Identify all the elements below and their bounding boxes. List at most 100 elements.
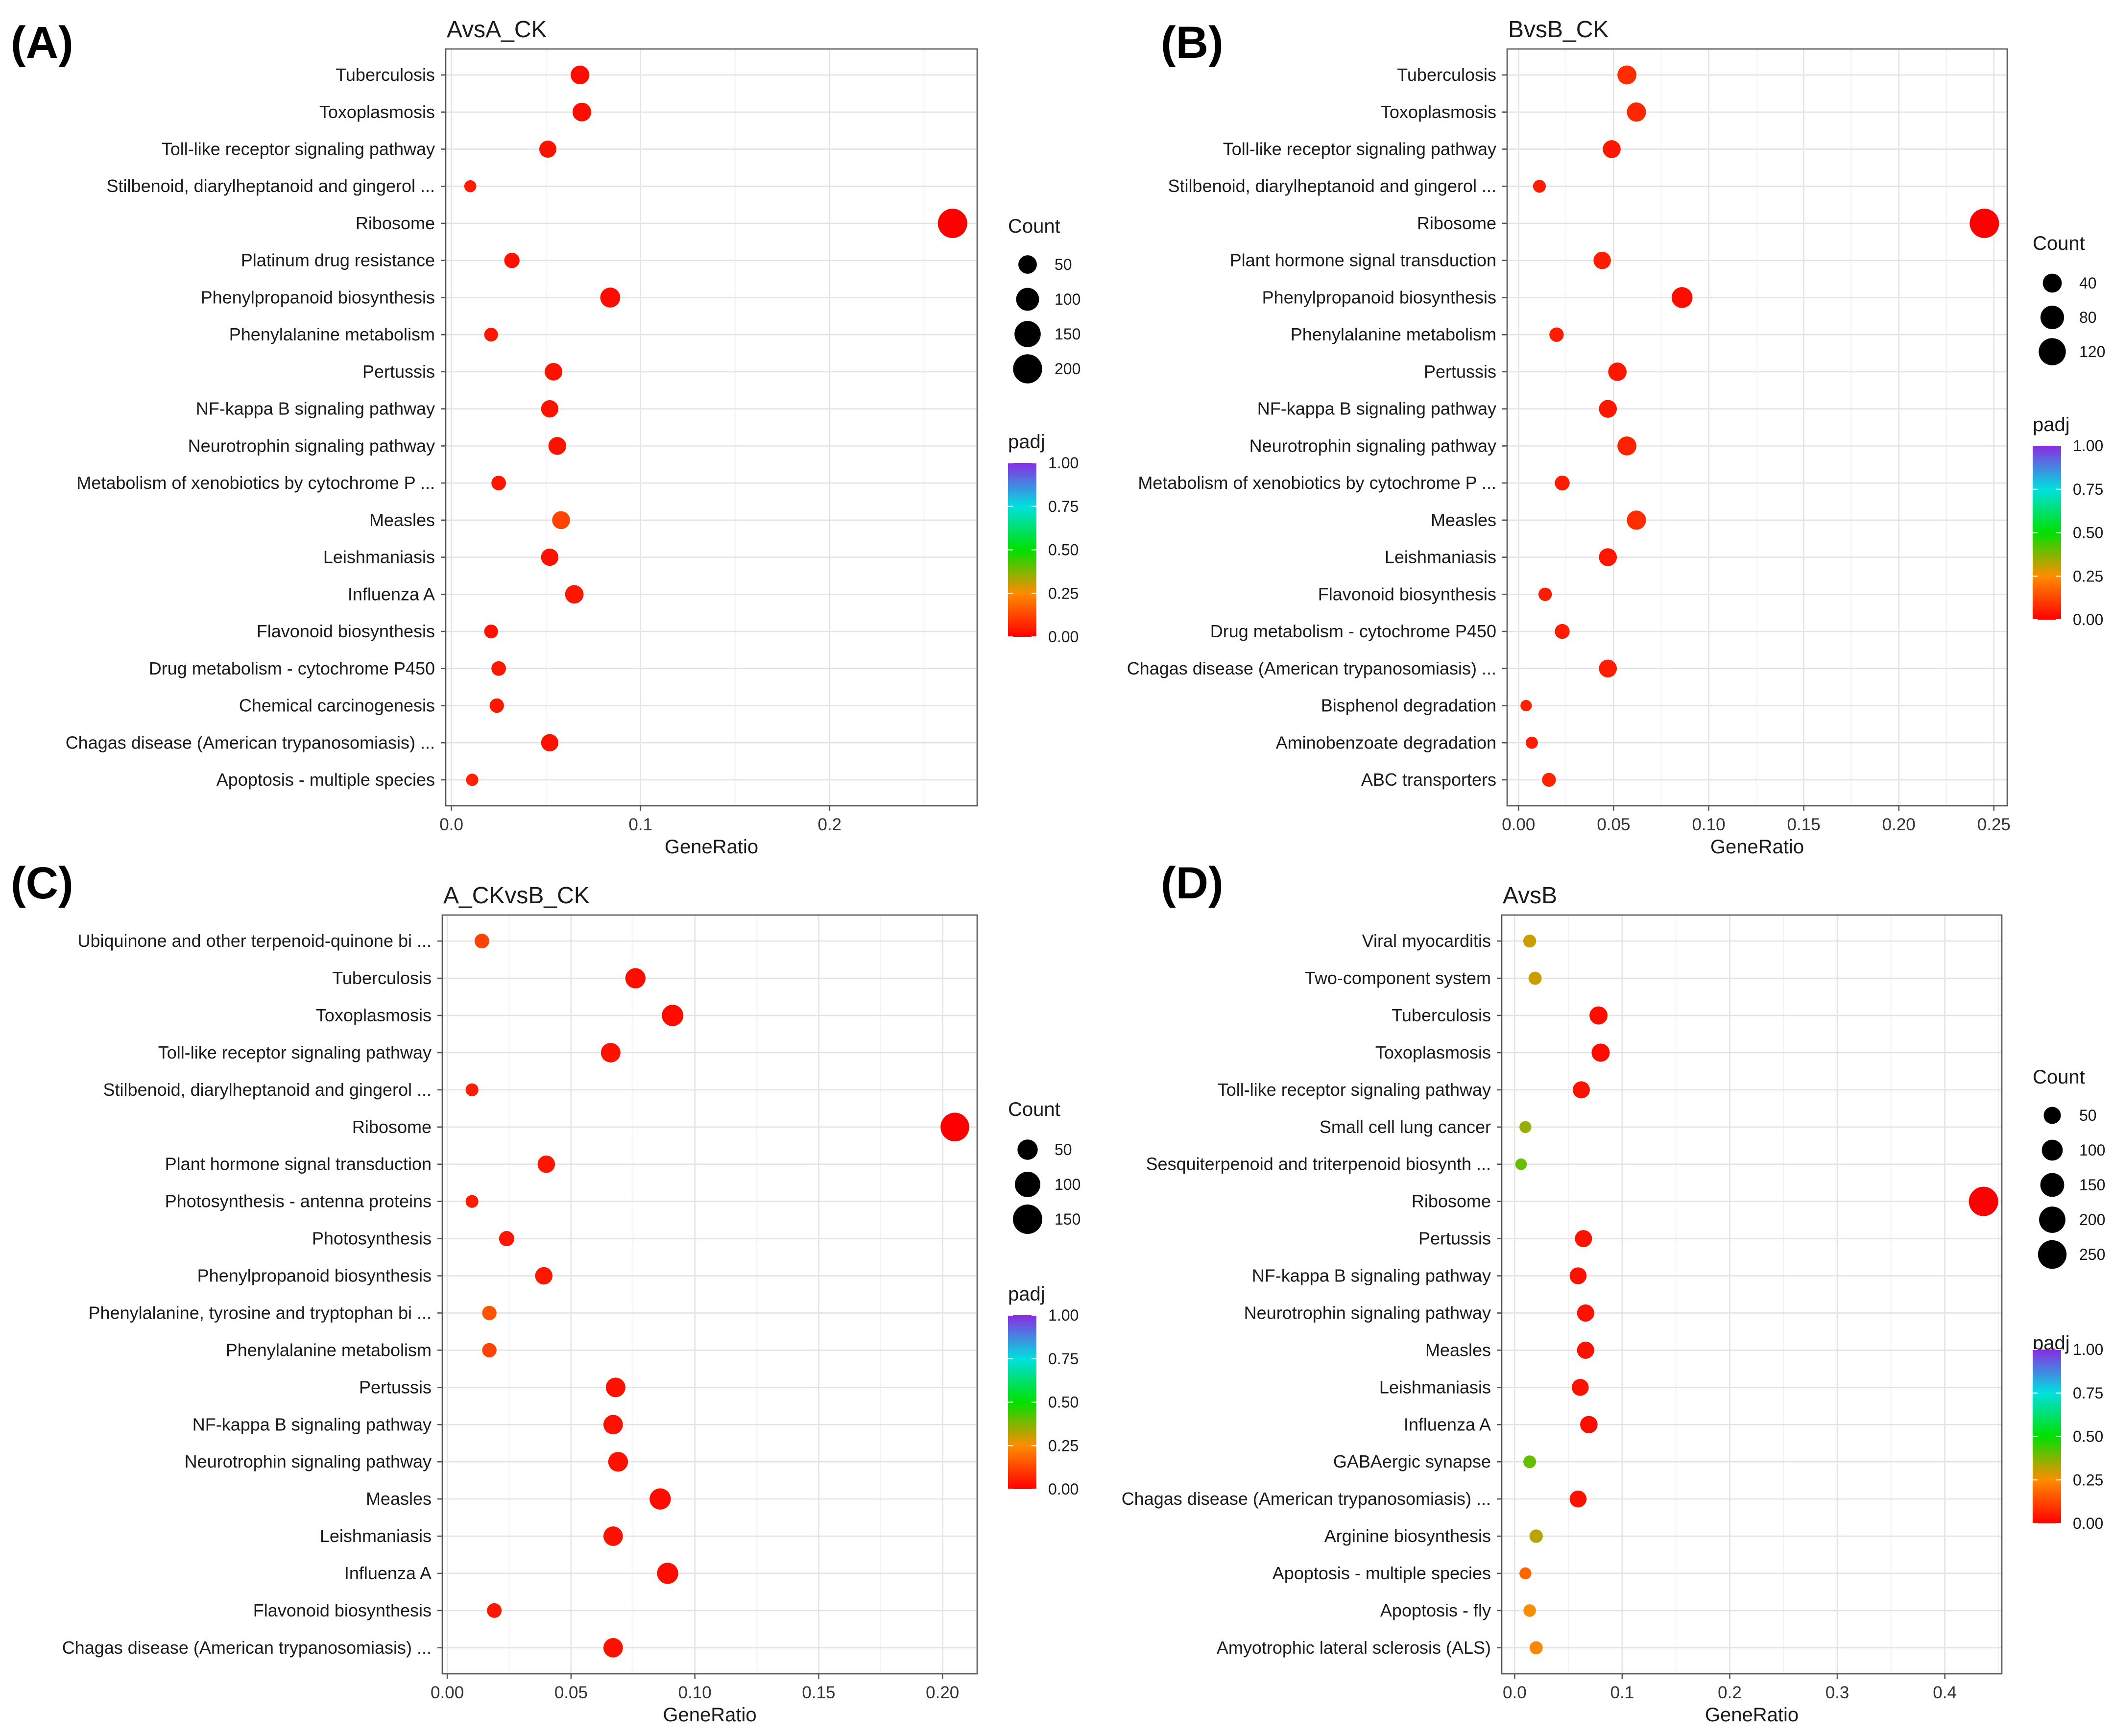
count-legend-dot [2043,1107,2061,1124]
data-point [600,288,621,308]
y-axis: Viral myocarditis Two-component system Tub… [1122,931,1502,1658]
data-point [464,180,477,193]
category-label: Amyotrophic lateral sclerosis (ALS) [1217,1638,1491,1658]
category-label: Measles [369,510,435,530]
count-legend-dot [2042,273,2062,293]
padj-legend-label: 0.00 [1048,628,1079,646]
category-label: Ribosome [1412,1191,1491,1211]
category-label: Phenylalanine, tyrosine and tryptophan b… [89,1302,432,1323]
data-point [1533,180,1546,193]
x-axis-title: GeneRatio [1705,1704,1799,1726]
data-point [482,1343,497,1358]
data-point [535,1267,553,1285]
padj-legend-label: 0.25 [2073,567,2103,585]
padj-legend-label: 1.00 [2073,1341,2103,1358]
gridlines [446,49,977,806]
data-point [1569,1490,1587,1508]
data-point [1519,1567,1532,1580]
data-point [1599,659,1617,678]
data-point [1523,934,1537,948]
plot-frame [441,914,978,1675]
data-point [545,362,563,381]
data-point [482,1305,497,1321]
x-axis: 0.00 0.05 0.10 0.15 0.20 GeneRatio [431,1674,959,1726]
category-label: Stilbenoid, diarylheptanoid and gingerol… [1168,176,1496,196]
category-label: Plant hormone signal transduction [1230,250,1496,270]
count-legend-label: 100 [2079,1141,2105,1159]
padj-legend-label: 0.25 [1048,584,1079,602]
count-legend-dot [2040,305,2065,330]
count-legend-label: 50 [1055,1141,1072,1158]
data-point [1599,400,1617,418]
category-label: NF-kappa B signaling pathway [1252,1266,1491,1286]
count-legend-title: Count [1008,1099,1060,1120]
category-label: Phenylalanine metabolism [229,324,435,344]
padj-legend-title: padj [1008,1283,1045,1305]
category-label: Drug metabolism - cytochrome P450 [149,658,435,678]
count-legend-dot [1017,1139,1038,1160]
data-point [499,1231,515,1247]
padj-legend-title: padj [1008,431,1045,453]
plot-frame [1501,914,2003,1675]
y-axis: Tuberculosis Toxoplasmosis Toll-like recep… [66,65,446,790]
count-legend-dot [2038,1240,2067,1269]
gridlines [442,915,977,1674]
category-label: Neurotrophin signaling pathway [1249,435,1496,456]
count-legend-dot [1013,1205,1042,1234]
count-legend-dot [2039,338,2066,365]
data-point [1529,1529,1543,1543]
category-label: Ribosome [352,1117,432,1137]
category-label: Measles [1431,510,1496,530]
x-axis: 0.0 0.1 0.2 0.3 0.4 GeneRatio [1503,1674,1957,1726]
data-point [625,968,646,989]
category-label: Two-component system [1305,968,1491,988]
data-point [1593,251,1611,269]
padj-legend-label: 0.50 [1048,541,1079,559]
data-point [552,511,570,530]
category-label: Leishmaniasis [320,1526,432,1546]
category-label: GABAergic synapse [1333,1451,1491,1471]
data-point [484,624,498,639]
data-point [465,1083,479,1096]
category-label: Ribosome [1417,213,1496,233]
x-tick-label: 0.3 [1825,1683,1849,1702]
category-label: Apoptosis - multiple species [216,770,435,790]
panel-title: BvsB_CK [1508,17,1609,43]
category-label: Sesquiterpenoid and triterpenoid biosynt… [1146,1154,1491,1174]
category-label: Pertussis [1424,362,1496,382]
plot-background [1507,49,2007,806]
data-point [940,1112,969,1142]
padj-legend-label: 0.50 [2073,524,2103,542]
panel-letter: (C) [11,858,73,908]
category-label: Neurotrophin signaling pathway [185,1451,432,1471]
count-legend-title: Count [2033,1066,2085,1088]
data-point [937,208,967,238]
x-tick-label: 0.15 [802,1683,835,1702]
data-point [1671,287,1693,308]
data-point [1627,510,1646,530]
data-point [662,1005,684,1026]
category-label: Influenza A [1404,1414,1491,1434]
padj-legend-label: 1.00 [1048,1306,1079,1324]
data-point [1523,1455,1537,1469]
padj-legend-label: 0.75 [2073,481,2103,498]
count-legend-dot [1018,255,1037,274]
count-legend-label: 120 [2079,343,2105,361]
data-point [1515,1158,1527,1170]
category-label: Tuberculosis [332,968,432,988]
padj-legend-label: 1.00 [1048,454,1079,472]
x-axis: 0.0 0.1 0.2 GeneRatio [439,806,841,858]
category-label: Apoptosis - multiple species [1273,1563,1491,1583]
padj-legend-label: 0.00 [1048,1480,1079,1498]
category-label: Neurotrophin signaling pathway [188,435,435,456]
x-axis-title: GeneRatio [665,836,758,858]
padj-legend-label: 0.00 [2073,611,2103,628]
x-tick-label: 0.15 [1787,815,1821,834]
category-label: Small cell lung cancer [1320,1117,1491,1137]
category-label: Tuberculosis [1392,1005,1491,1025]
panel-c: (C) A_CKvsB_CK Ubiquinone and other terpen… [11,858,1081,1726]
data-point [1528,971,1542,985]
count-legend-label: 50 [1055,256,1072,273]
